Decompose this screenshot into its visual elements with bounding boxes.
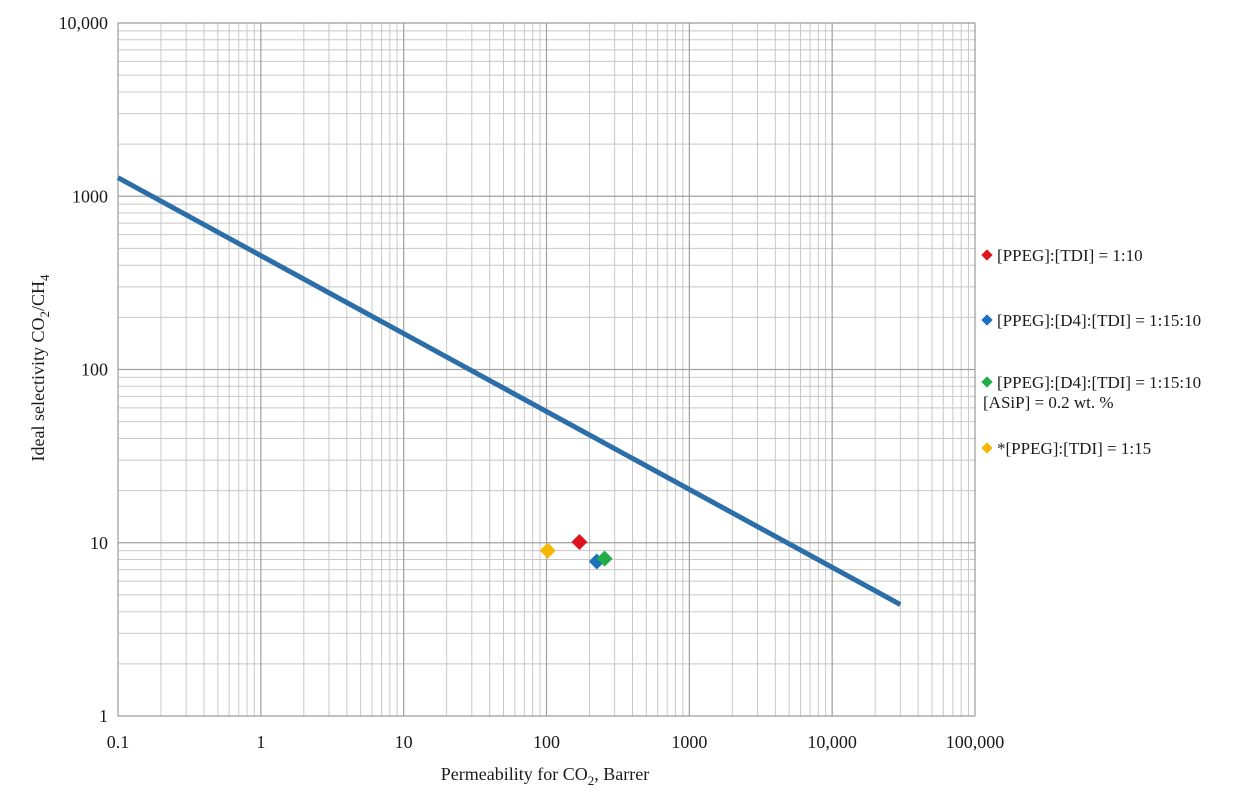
legend-item-ppeg-tdi-1-10: [PPEG]:[TDI] = 1:10 — [981, 246, 1143, 266]
legend-marker-yellow — [981, 442, 993, 454]
legend-item-ppeg-d4-tdi: [PPEG]:[D4]:[TDI] = 1:15:10 — [981, 311, 1202, 331]
x-tick-label: 10,000 — [807, 732, 857, 752]
y-tick-label: 1 — [99, 706, 108, 726]
y-tick-label: 10 — [90, 533, 108, 553]
legend-marker-green — [981, 376, 993, 388]
legend-marker-blue — [981, 314, 993, 326]
y-tick-label: 10,000 — [59, 13, 109, 33]
data-point — [571, 534, 588, 551]
data-point — [596, 550, 613, 567]
legend-item-ppeg-d4-tdi-asip: [PPEG]:[D4]:[TDI] = 1:15:10 [ASiP] = 0.2… — [981, 373, 1202, 413]
upper-bound-layer — [116, 175, 902, 607]
x-tick-label: 1 — [256, 732, 265, 752]
legend-item-ppeg-tdi-1-15: *[PPEG]:[TDI] = 1:15 — [981, 439, 1152, 459]
x-axis-label: Permeability for CO2, Barrer — [441, 764, 649, 788]
legend: [PPEG]:[TDI] = 1:10 [PPEG]:[D4]:[TDI] = … — [981, 0, 1251, 798]
legend-label: [PPEG]:[D4]:[TDI] = 1:15:10 — [997, 373, 1202, 392]
x-tick-label: 1000 — [671, 732, 707, 752]
y-tick-label: 1000 — [72, 186, 108, 206]
legend-label: [PPEG]:[D4]:[TDI] = 1:15:10 — [997, 311, 1202, 330]
y-tick-label: 100 — [81, 360, 108, 380]
y-axis-label: Ideal selectivity CO2/CH4 — [28, 274, 52, 461]
x-tick-label: 100 — [533, 732, 560, 752]
plot-frame — [117, 22, 976, 717]
legend-marker-red — [981, 249, 993, 261]
x-tick-labels: 0.1 1 10 100 1000 10,000 100,000 — [107, 732, 1005, 752]
upper-bound-line — [116, 175, 902, 607]
legend-label: [PPEG]:[TDI] = 1:10 — [997, 246, 1143, 265]
y-tick-labels: 1 10 100 1000 10,000 — [59, 13, 109, 726]
legend-note: [ASiP] = 0.2 wt. % — [983, 393, 1114, 412]
x-tick-label: 10 — [395, 732, 413, 752]
legend-label: *[PPEG]:[TDI] = 1:15 — [997, 439, 1152, 458]
x-tick-label: 100,000 — [946, 732, 1005, 752]
x-tick-label: 0.1 — [107, 732, 130, 752]
data-point — [539, 542, 556, 559]
points-layer — [539, 534, 613, 570]
